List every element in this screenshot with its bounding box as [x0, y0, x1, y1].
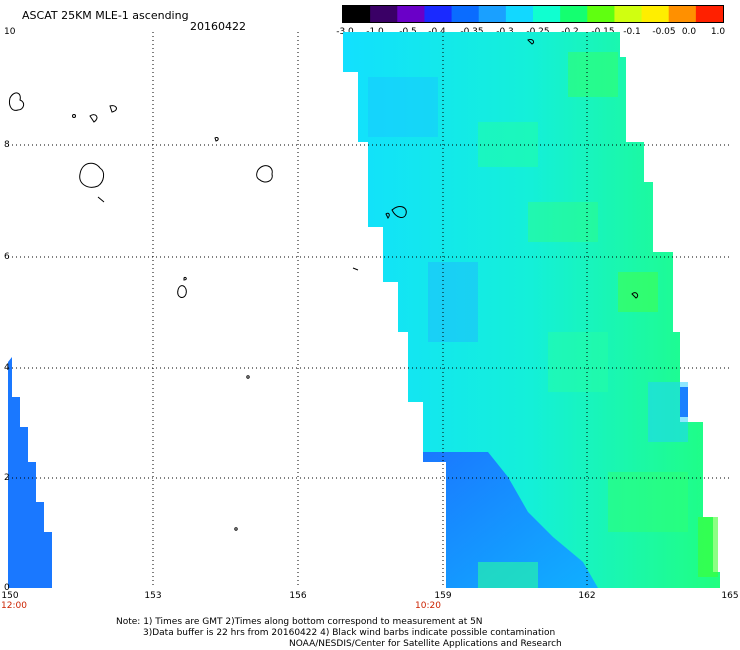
color-scale-segment	[533, 6, 561, 22]
x-tick-label: 159	[434, 591, 452, 601]
y-tick-label: 0	[4, 583, 10, 593]
product-date: 20160422	[190, 20, 246, 33]
color-scale-segment	[478, 6, 507, 22]
scale-label: 1.0	[710, 27, 726, 37]
time-label: 10:20	[415, 601, 441, 611]
map-grid	[8, 32, 732, 588]
scale-label: -0.05	[652, 27, 676, 37]
y-tick-label: 10	[4, 27, 16, 37]
footer-note-1: Note: 1) Times are GMT 2)Times along bot…	[116, 617, 483, 627]
y-tick-label: 4	[4, 363, 10, 373]
color-scale-segment	[695, 6, 723, 22]
color-scale-segment	[505, 6, 534, 22]
x-tick-label: 162	[578, 591, 596, 601]
footer-note-3: NOAA/NESDIS/Center for Satellite Applica…	[289, 639, 562, 649]
y-tick-label: 8	[4, 140, 10, 150]
y-tick-label: 6	[4, 252, 10, 262]
color-scale-segment	[560, 6, 588, 22]
island-outlines	[9, 39, 639, 531]
satellite-swath	[343, 32, 720, 588]
color-scale-segment	[451, 6, 480, 22]
color-scale-bar	[342, 5, 724, 23]
color-scale-segment	[424, 6, 453, 22]
y-tick-label: 2	[4, 473, 10, 483]
x-tick-label: 156	[289, 591, 307, 601]
color-scale-segment	[370, 6, 398, 22]
time-label: 12:00	[1, 601, 27, 611]
footer-note-2: 3)Data buffer is 22 hrs from 20160422 4)…	[143, 628, 556, 638]
x-tick-label: 153	[144, 591, 162, 601]
x-tick-label: 150	[1, 591, 19, 601]
x-tick-label: 165	[721, 591, 739, 601]
color-scale-segment	[587, 6, 615, 22]
scale-label: 0.0	[681, 27, 697, 37]
left-edge-swath	[8, 357, 52, 588]
color-scale-segment	[397, 6, 425, 22]
scale-label: -0.1	[623, 27, 641, 37]
product-title: ASCAT 25KM MLE-1 ascending	[22, 9, 189, 22]
color-scale-segment	[668, 6, 697, 22]
color-scale-segment	[343, 6, 371, 22]
map-plot-area	[8, 32, 732, 588]
color-scale-segment	[614, 6, 643, 22]
color-scale-segment	[641, 6, 670, 22]
